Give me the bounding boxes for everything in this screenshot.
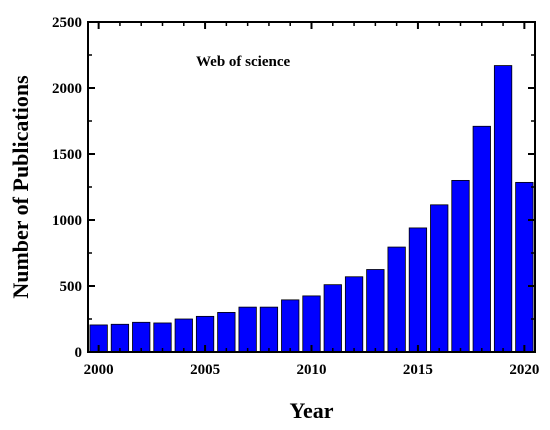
bars-group [89,65,534,353]
x-tick-label-2015: 2015 [403,362,433,378]
y-tick-label-500: 500 [60,279,83,295]
bar-2015 [408,227,428,353]
bar-2009 [281,299,300,353]
chart-annotation: Web of science [196,54,290,70]
bar-2017 [451,179,470,353]
bar-2002 [132,321,151,353]
bar-2018 [472,125,491,353]
x-axis-label: Year [290,398,334,423]
axes-group: 0 500 1000 1500 2000 2500 2000 2005 2010 2015 2020 [52,15,539,378]
y-tick-label-1000: 1000 [52,213,82,229]
x-tick-label-2010: 2010 [297,362,327,378]
y-tick-label-2500: 2500 [52,15,82,31]
bar-2013 [366,269,385,353]
bar-2011 [323,284,342,353]
y-axis-label: Number of Publications [8,75,33,299]
y-tick-label-0: 0 [75,345,83,361]
x-tick-label-2020: 2020 [509,362,539,378]
y-tick-label-2000: 2000 [52,81,82,97]
bar-2003 [153,322,172,353]
bar-2020 [515,181,534,353]
bar-2004 [174,318,193,353]
bar-2007 [238,306,257,353]
bar-2006 [217,311,236,353]
bar-2014 [387,246,406,353]
bar-2012 [344,276,364,353]
bar-2019 [493,65,513,353]
bar-2016 [430,204,449,353]
x-tick-label-2000: 2000 [84,362,114,378]
bar-2008 [259,306,279,353]
bar-2001 [110,323,130,353]
x-tick-label-2005: 2005 [190,362,220,378]
y-tick-label-1500: 1500 [52,147,82,163]
bar-2010 [302,295,321,353]
